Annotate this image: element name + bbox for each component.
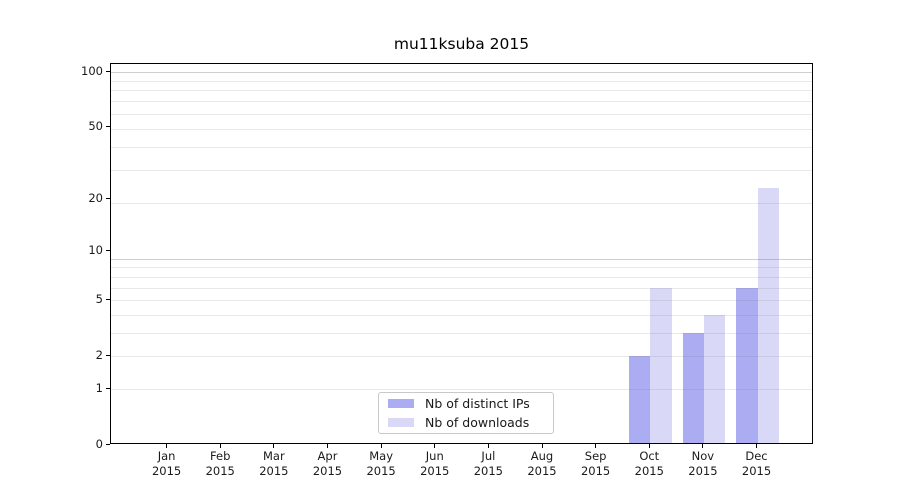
- major-gridline: [111, 258, 812, 260]
- minor-gridline: [111, 300, 812, 302]
- x-tick-label-oct: Oct 2015: [617, 449, 681, 478]
- legend-swatch-distinct-ips: [388, 399, 414, 408]
- x-tick-mark-jun: [434, 444, 436, 448]
- x-tick-month: Jan: [157, 449, 176, 463]
- x-tick-label-jun: Jun 2015: [403, 449, 467, 478]
- minor-gridline: [111, 128, 812, 130]
- y-tick-label-20: 20: [88, 190, 103, 205]
- x-tick-year: 2015: [473, 463, 504, 478]
- minor-gridline: [111, 314, 812, 316]
- chart-title: mu11ksuba 2015: [393, 35, 530, 53]
- x-tick-month: Oct: [639, 449, 660, 463]
- minor-gridline: [111, 169, 812, 171]
- x-tick-year: 2015: [688, 463, 718, 478]
- x-tick-label-nov: Nov 2015: [671, 449, 735, 478]
- x-tick-label-jan: Jan 2015: [135, 449, 199, 478]
- y-tick-label-0: 0: [95, 437, 103, 451]
- legend: Nb of distinct IPs Nb of downloads: [378, 392, 554, 434]
- x-tick-year: 2015: [366, 463, 396, 478]
- x-tick-label-jul: Jul 2015: [456, 449, 520, 478]
- x-tick-year: 2015: [151, 463, 182, 478]
- minor-gridline: [111, 287, 812, 289]
- minor-gridline: [111, 90, 812, 92]
- y-tick-label-50: 50: [88, 118, 103, 133]
- bar-nb-of-downloads-dec: [757, 187, 779, 443]
- x-tick-mark-jan: [166, 444, 168, 448]
- bar-nb-of-downloads-nov: [703, 314, 726, 443]
- minor-gridline: [111, 146, 812, 148]
- legend-label-downloads: Nb of downloads: [425, 415, 530, 430]
- x-tick-mark-may: [380, 444, 382, 448]
- legend-swatch-downloads: [388, 418, 414, 427]
- x-tick-month: Dec: [745, 449, 768, 463]
- x-tick-year: 2015: [205, 463, 235, 478]
- bar-nb-of-distinct-ips-oct: [628, 356, 651, 443]
- legend-item-downloads: Nb of downloads: [388, 415, 553, 430]
- y-tick-mark-0: [106, 444, 110, 445]
- y-tick-label-100: 100: [81, 63, 103, 78]
- x-tick-month: Feb: [210, 449, 231, 463]
- x-tick-year: 2015: [312, 463, 343, 478]
- x-tick-label-mar: Mar 2015: [242, 449, 306, 478]
- x-tick-label-sep: Sep 2015: [564, 449, 628, 478]
- x-tick-mark-apr: [326, 444, 328, 448]
- x-tick-label-dec: Dec 2015: [725, 449, 789, 478]
- x-tick-month: Mar: [263, 449, 285, 463]
- x-tick-mark-aug: [541, 444, 543, 448]
- bar-nb-of-distinct-ips-dec: [736, 287, 758, 443]
- bars-layer: [111, 64, 812, 443]
- minor-gridline: [111, 356, 812, 358]
- legend-label-distinct-ips: Nb of distinct IPs: [425, 396, 530, 411]
- x-tick-year: 2015: [580, 463, 611, 478]
- plot-area: [110, 63, 813, 444]
- y-tick-label-2: 2: [95, 348, 103, 363]
- bar-nb-of-distinct-ips-nov: [682, 332, 704, 443]
- x-tick-year: 2015: [634, 463, 664, 478]
- minor-gridline: [111, 276, 812, 278]
- x-tick-label-aug: Aug 2015: [510, 449, 574, 478]
- x-tick-month: Aug: [530, 449, 554, 463]
- minor-gridline: [111, 388, 812, 390]
- x-tick-mark-dec: [756, 444, 758, 448]
- x-tick-year: 2015: [259, 463, 289, 478]
- grid-layer: [111, 64, 812, 443]
- major-gridline: [111, 72, 812, 74]
- minor-gridline: [111, 332, 812, 334]
- bar-nb-of-downloads-oct: [650, 287, 672, 443]
- x-tick-month: Jun: [425, 449, 444, 463]
- x-tick-month: Apr: [317, 449, 338, 463]
- x-tick-year: 2015: [527, 463, 557, 478]
- y-tick-label-1: 1: [95, 380, 103, 395]
- x-tick-label-may: May 2015: [349, 449, 413, 478]
- x-tick-mark-feb: [219, 444, 221, 448]
- x-tick-month: May: [369, 449, 393, 463]
- x-tick-mark-nov: [702, 444, 704, 448]
- minor-gridline: [111, 80, 812, 82]
- minor-gridline: [111, 267, 812, 269]
- x-tick-month: Sep: [584, 449, 607, 463]
- x-tick-month: Nov: [691, 449, 715, 463]
- legend-item-distinct-ips: Nb of distinct IPs: [388, 396, 553, 411]
- y-tick-label-10: 10: [88, 243, 103, 257]
- x-tick-mark-jul: [487, 444, 489, 448]
- y-tick-label-5: 5: [95, 292, 103, 307]
- x-tick-mark-sep: [595, 444, 597, 448]
- x-tick-mark-mar: [273, 444, 275, 448]
- minor-gridline: [111, 113, 812, 115]
- x-tick-mark-oct: [648, 444, 650, 448]
- x-tick-month: Jul: [481, 449, 496, 463]
- x-tick-label-feb: Feb 2015: [188, 449, 252, 478]
- x-tick-label-apr: Apr 2015: [295, 449, 359, 478]
- x-tick-year: 2015: [420, 463, 450, 478]
- x-tick-year: 2015: [741, 463, 772, 478]
- minor-gridline: [111, 202, 812, 204]
- minor-gridline: [111, 101, 812, 103]
